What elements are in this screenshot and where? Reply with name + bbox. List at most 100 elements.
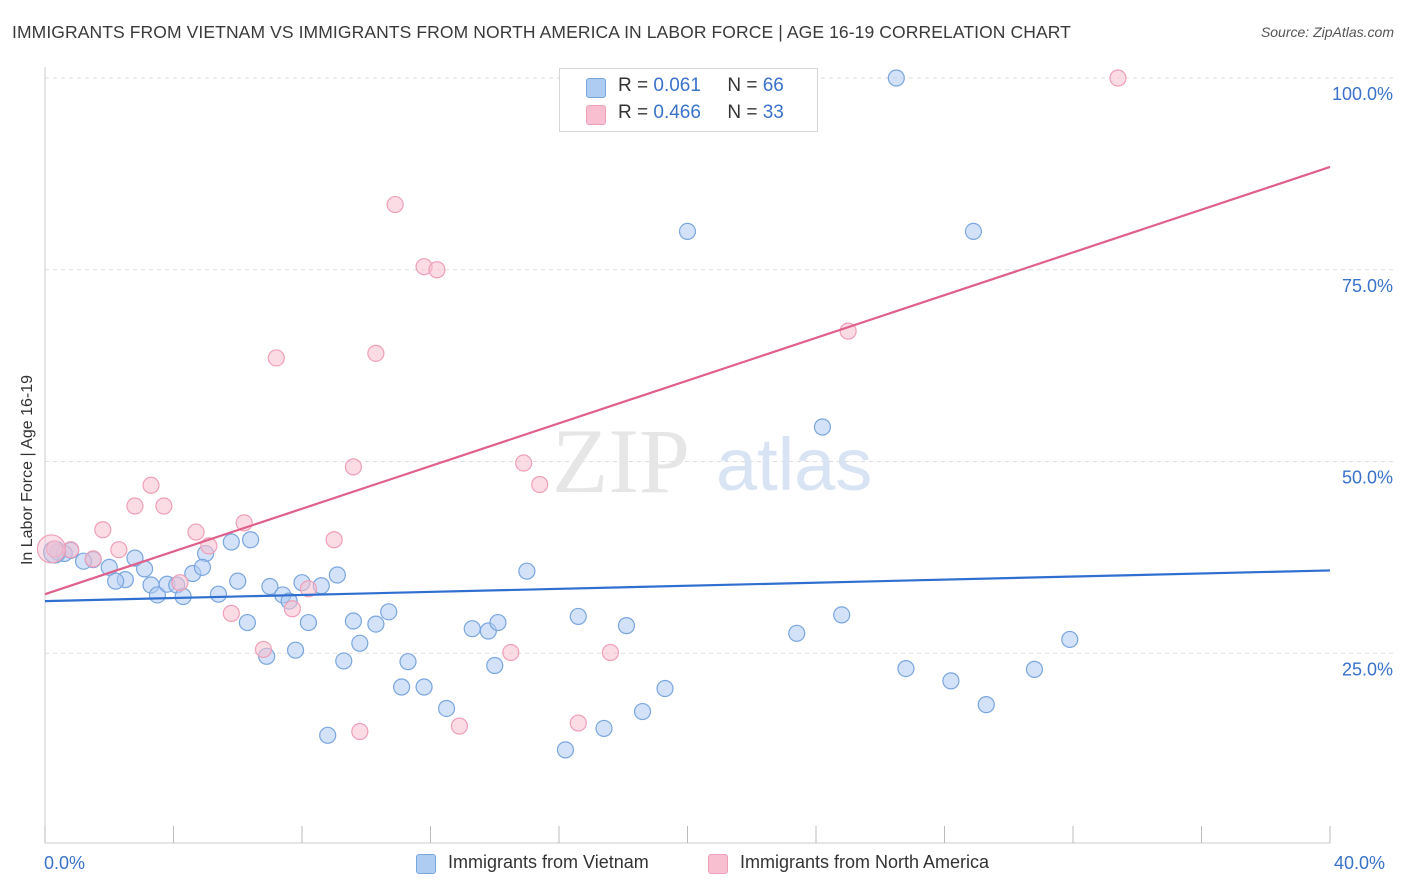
vietnam-point <box>556 741 575 759</box>
vietnam-point <box>242 531 260 549</box>
north-america-points <box>36 69 1127 741</box>
north-america-point <box>84 550 102 568</box>
x-tick-max: 40.0% <box>1334 853 1386 873</box>
trend-lines <box>44 165 1331 603</box>
north-america-point <box>450 717 469 735</box>
vietnam-point <box>328 566 346 584</box>
north-america-point <box>171 574 189 592</box>
vietnam-point <box>261 577 279 596</box>
legend-n-value: 33 <box>762 102 784 123</box>
vietnam-point <box>964 222 983 240</box>
vietnam-point <box>286 641 305 659</box>
vietnam-point <box>299 613 318 632</box>
vietnam-point <box>351 634 369 652</box>
vietnam-point <box>1061 630 1079 649</box>
legend-swatch-vietnam <box>586 78 606 98</box>
vietnam-point <box>656 679 674 698</box>
watermark-zip: ZIP <box>552 410 690 512</box>
north-america-point <box>839 322 857 340</box>
vietnam-point <box>380 603 398 621</box>
north-america-point <box>267 349 285 367</box>
north-america-point <box>325 531 343 549</box>
north-america-point <box>367 344 385 362</box>
vietnam-point <box>1025 660 1044 678</box>
vietnam-point <box>887 69 905 87</box>
legend-r-value: 0.466 <box>653 102 701 123</box>
north-america-point <box>187 523 205 541</box>
north-america-point <box>62 541 80 559</box>
vietnam-point <box>344 612 362 630</box>
north-america-point <box>283 600 301 618</box>
north-america-point <box>386 195 404 214</box>
north-america-point <box>601 643 620 662</box>
watermark: ZIP atlas <box>552 410 872 512</box>
north-america-point <box>531 475 549 494</box>
chart-title: IMMIGRANTS FROM VIETNAM VS IMMIGRANTS FR… <box>12 22 1071 42</box>
vietnam-point <box>463 620 481 638</box>
north-america-point <box>254 640 273 659</box>
vietnam-point <box>595 719 613 738</box>
legend-r-value: 0.061 <box>653 75 701 96</box>
y-axis-title: In Labor Force | Age 16-19 <box>19 374 36 566</box>
north-america-point <box>344 458 362 476</box>
north-america-point <box>155 497 173 515</box>
axes <box>44 67 1331 844</box>
vietnam-point <box>486 656 504 675</box>
vietnam-point <box>977 696 995 714</box>
legend-n-label: N = <box>727 102 758 123</box>
north-america-point <box>36 534 67 564</box>
y-tick-label: 100.0% <box>1332 84 1393 104</box>
vietnam-point <box>238 613 256 632</box>
y-tick-label: 75.0% <box>1342 276 1393 296</box>
north-america-point <box>351 722 369 741</box>
north-america-point <box>222 604 240 622</box>
source-label: Source: ZipAtlas.com <box>1260 24 1394 40</box>
north-america-point <box>110 541 128 559</box>
north-america-point <box>502 643 520 662</box>
legend-label-north-america: Immigrants from North America <box>740 852 990 872</box>
vietnam-point <box>392 678 411 696</box>
legend-swatch-north-america <box>586 105 606 125</box>
north-america-point <box>142 476 160 494</box>
vietnam-point <box>107 572 125 590</box>
north-america-trend-line <box>44 165 1331 596</box>
legend-n-value: 66 <box>762 75 784 96</box>
legend-swatch-north-america <box>708 854 728 874</box>
north-america-point <box>299 580 318 598</box>
vietnam-point <box>209 585 228 603</box>
vietnam-point <box>942 672 960 690</box>
vietnam-point <box>335 652 353 670</box>
y-tick-label: 25.0% <box>1342 659 1393 679</box>
vietnam-point <box>437 699 456 718</box>
legend-r-label: R = <box>618 75 649 96</box>
north-america-point <box>1109 69 1127 87</box>
stats-legend: R = 0.061 N = 66 R = 0.466 N = 33 <box>559 68 818 132</box>
legend-r-label: R = <box>618 102 649 123</box>
vietnam-point <box>897 659 915 678</box>
vietnam-point <box>229 572 247 590</box>
x-tick-min: 0.0% <box>44 853 86 873</box>
y-tick-labels: 25.0% 50.0% 75.0% 100.0% <box>1332 84 1393 679</box>
vietnam-point <box>617 617 636 635</box>
north-america-point <box>428 261 446 279</box>
vietnam-point <box>489 613 507 632</box>
vietnam-point <box>788 624 806 642</box>
north-america-point <box>94 521 112 539</box>
watermark-atlas: atlas <box>716 423 872 506</box>
vietnam-point <box>633 702 652 721</box>
north-america-point <box>126 497 144 515</box>
y-tick-label: 50.0% <box>1342 468 1393 488</box>
legend-label-vietnam: Immigrants from Vietnam <box>448 852 649 872</box>
vietnam-point <box>569 607 587 626</box>
legend-swatch-vietnam <box>416 854 436 874</box>
vietnam-point <box>833 606 851 624</box>
vietnam-trend-line <box>44 569 1331 603</box>
vietnam-point <box>367 615 385 633</box>
vietnam-point <box>193 558 212 576</box>
vietnam-point <box>415 678 433 696</box>
vietnam-point <box>518 562 536 580</box>
north-america-point <box>515 454 533 472</box>
vietnam-point <box>319 726 337 744</box>
vietnam-point <box>678 222 697 240</box>
